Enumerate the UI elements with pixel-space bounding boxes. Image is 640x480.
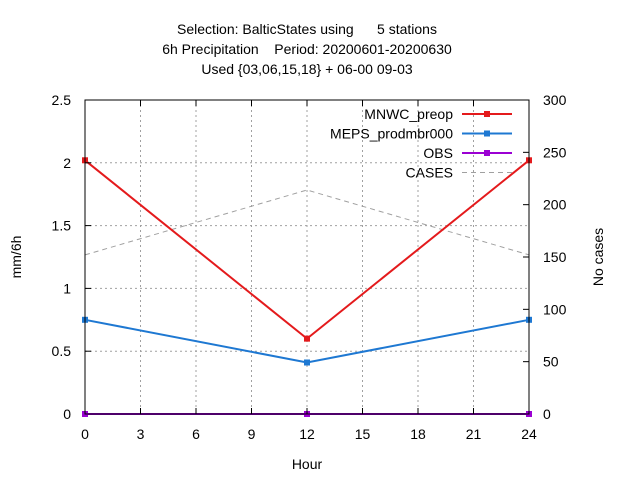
x-tick-label: 6: [192, 426, 200, 442]
y-tick-label: 2.5: [52, 92, 72, 108]
y2-tick-label: 100: [543, 301, 567, 317]
legend-label-cases: CASES: [406, 165, 453, 181]
legend-label-meps-prodmbr000: MEPS_prodmbr000: [330, 126, 453, 142]
y2-tick-label: 50: [543, 354, 559, 370]
chart-title: Selection: BalticStates using 5 stations…: [162, 21, 452, 77]
legend-marker-obs: [484, 150, 490, 156]
data-point-mnwc-preop: [304, 335, 310, 342]
legend-marker-meps-prodmbr000: [484, 130, 490, 137]
y2-axis-label: No cases: [590, 228, 606, 286]
chart-legend: MNWC_preop MEPS_prodmbr000 OBS CASES: [330, 106, 512, 181]
y2-tick-label: 200: [543, 197, 567, 213]
legend-label-obs: OBS: [423, 145, 453, 161]
x-tick-label: 0: [81, 426, 89, 442]
chart-grid: [85, 100, 529, 414]
x-tick-label: 21: [466, 426, 482, 442]
y-tick-label: 1.5: [52, 218, 72, 234]
legend-label-mnwc-preop: MNWC_preop: [364, 106, 453, 122]
x-tick-label: 9: [248, 426, 256, 442]
y2-tick-label: 250: [543, 144, 567, 160]
title-line: 6h Precipitation Period: 20200601-202006…: [162, 41, 452, 57]
x-tick-label: 24: [521, 426, 537, 442]
y2-tick-label: 300: [543, 92, 567, 108]
x-tick-label: 18: [410, 426, 426, 442]
y2-tick-label: 0: [543, 406, 551, 422]
legend-marker-mnwc-preop: [484, 111, 490, 117]
x-tick-label: 12: [299, 426, 315, 442]
title-line: Selection: BalticStates using 5 stations: [177, 21, 437, 37]
y-axis-label: mm/6h: [8, 236, 24, 279]
title-line: Used {03,06,15,18} + 06-00 09-03: [201, 61, 413, 77]
data-point-meps-prodmbr000: [304, 359, 310, 366]
chart-ticks: 0 3 6 9 12 15 18 21 24 0 0.5 1 1.5 2 2.5 0 50 100 150 200 25…: [52, 92, 567, 442]
x-axis-label: Hour: [292, 456, 323, 472]
y2-tick-label: 150: [543, 249, 567, 265]
x-tick-label: 3: [137, 426, 145, 442]
y-tick-label: 2: [63, 155, 71, 171]
y-tick-label: 0.5: [52, 343, 72, 359]
x-tick-label: 15: [355, 426, 371, 442]
y-tick-label: 0: [63, 406, 71, 422]
y-tick-label: 1: [63, 280, 71, 296]
